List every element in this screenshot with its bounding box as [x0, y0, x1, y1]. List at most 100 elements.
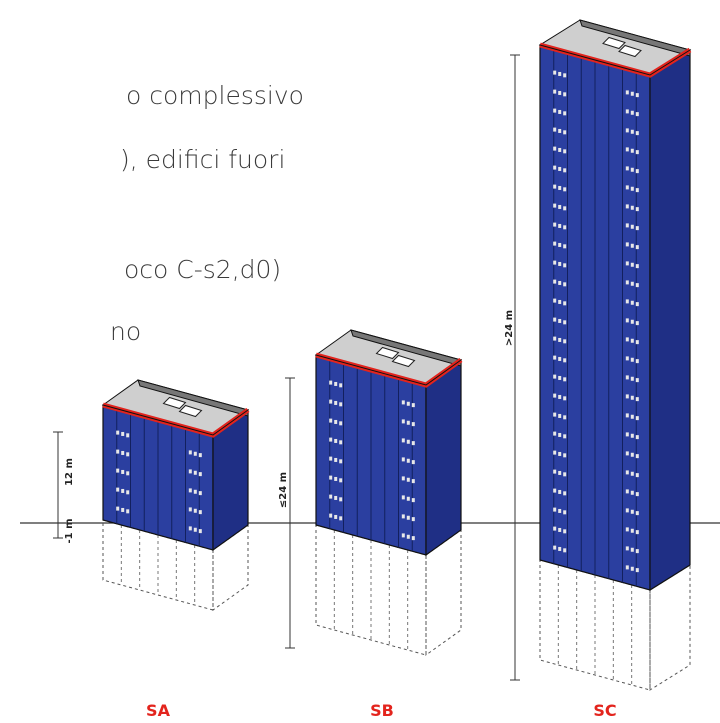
window	[635, 131, 639, 136]
window	[635, 492, 639, 497]
window	[334, 381, 338, 386]
buildings-layer	[101, 19, 692, 691]
window	[553, 450, 557, 455]
window	[401, 457, 405, 462]
window	[558, 527, 562, 532]
window	[334, 400, 338, 405]
window	[630, 300, 634, 305]
window	[553, 488, 557, 493]
window	[553, 374, 557, 379]
window	[198, 510, 202, 515]
window	[401, 438, 405, 443]
intro-line: no	[110, 317, 141, 346]
window	[411, 479, 415, 484]
window	[630, 433, 634, 438]
window	[630, 129, 634, 134]
window	[553, 431, 557, 436]
window	[630, 91, 634, 96]
window	[625, 489, 629, 494]
window	[635, 188, 639, 193]
window	[339, 383, 343, 388]
window	[406, 439, 410, 444]
window	[401, 476, 405, 481]
window	[630, 262, 634, 267]
window	[334, 495, 338, 500]
window	[563, 92, 567, 97]
window	[563, 415, 567, 420]
window	[121, 469, 125, 474]
window	[625, 337, 629, 342]
window	[635, 416, 639, 421]
window	[411, 536, 415, 541]
window	[329, 380, 333, 385]
window	[411, 422, 415, 427]
window	[563, 396, 567, 401]
window	[625, 394, 629, 399]
window	[553, 469, 557, 474]
window	[188, 526, 192, 531]
window	[625, 166, 629, 171]
window	[339, 459, 343, 464]
window	[198, 472, 202, 477]
window	[334, 438, 338, 443]
building-label: SC	[593, 701, 616, 720]
window	[630, 167, 634, 172]
height-label: -1 m	[64, 518, 75, 543]
measures	[53, 54, 520, 681]
window	[563, 548, 567, 553]
window	[339, 440, 343, 445]
window	[563, 282, 567, 287]
window	[635, 283, 639, 288]
window	[339, 421, 343, 426]
window	[625, 128, 629, 133]
window	[558, 90, 562, 95]
window	[558, 71, 562, 76]
window	[411, 460, 415, 465]
window	[553, 526, 557, 531]
window	[553, 393, 557, 398]
building-label: SA	[146, 701, 171, 720]
window	[625, 527, 629, 532]
window	[563, 472, 567, 477]
window	[625, 546, 629, 551]
window	[563, 358, 567, 363]
window	[630, 148, 634, 153]
window	[635, 378, 639, 383]
window	[630, 471, 634, 476]
intro-line: ), edifici fuori	[120, 145, 285, 174]
window	[563, 453, 567, 458]
window	[329, 399, 333, 404]
window	[630, 452, 634, 457]
window	[553, 165, 557, 170]
window	[553, 279, 557, 284]
window	[329, 456, 333, 461]
window	[630, 490, 634, 495]
window	[401, 533, 405, 538]
window	[563, 434, 567, 439]
window	[116, 468, 120, 473]
window	[558, 375, 562, 380]
window	[630, 205, 634, 210]
window	[625, 147, 629, 152]
window	[635, 530, 639, 535]
window	[553, 355, 557, 360]
window	[630, 186, 634, 191]
window	[329, 475, 333, 480]
window	[553, 222, 557, 227]
window	[406, 515, 410, 520]
window	[193, 470, 197, 475]
window	[558, 166, 562, 171]
window	[563, 320, 567, 325]
window	[625, 261, 629, 266]
intro-line: oco C-s2,d0)	[124, 255, 281, 284]
window	[635, 112, 639, 117]
window	[553, 317, 557, 322]
window	[553, 545, 557, 550]
window	[188, 450, 192, 455]
window	[406, 401, 410, 406]
window	[558, 223, 562, 228]
window	[558, 109, 562, 114]
roof-unit	[178, 404, 203, 418]
window	[188, 488, 192, 493]
window	[625, 185, 629, 190]
